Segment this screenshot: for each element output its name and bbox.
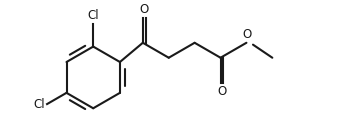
- Text: Cl: Cl: [87, 9, 99, 22]
- Text: Cl: Cl: [33, 99, 45, 112]
- Text: O: O: [217, 85, 226, 98]
- Text: O: O: [140, 3, 149, 16]
- Text: O: O: [243, 28, 252, 41]
